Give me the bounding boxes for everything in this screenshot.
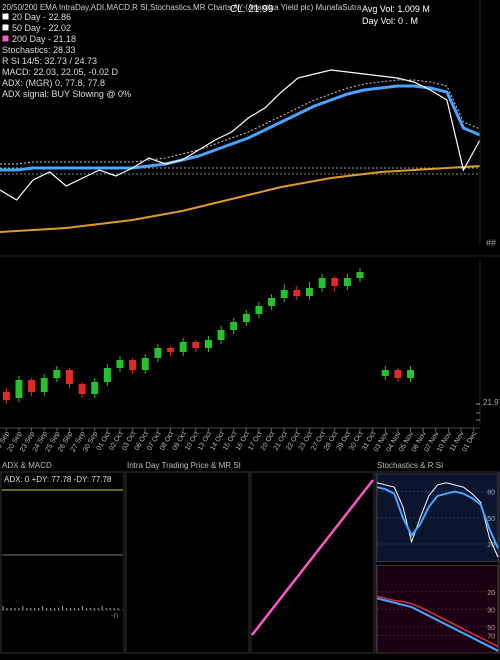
stock-chart: ## 20/50/200 EMA IntraDay,ADI,MACD,R SI,S…: [0, 0, 500, 660]
svg-text:Intra Day Trading Price & MR: Intra Day Trading Price & MR SI: [127, 461, 241, 470]
svg-text:MACD: 22.03, 22.05, -0.02 D: MACD: 22.03, 22.05, -0.02 D: [2, 67, 119, 77]
svg-text:20 Day - 22.86: 20 Day - 22.86: [12, 12, 71, 22]
svg-text:20/50/200 EMA IntraDay,ADI,MAC: 20/50/200 EMA IntraDay,ADI,MACD,R SI,Sto…: [2, 3, 362, 12]
svg-text:200 Day - 21.18: 200 Day - 21.18: [12, 34, 76, 44]
svg-text:##: ##: [486, 238, 496, 248]
svg-text:ADX signal:: ADX signal: BUY Slowing @ 0%: [2, 89, 131, 99]
svg-text:70: 70: [487, 634, 495, 641]
svg-text:R SI 14/5: 32.73 / 24.73: R SI 14/5: 32.73 / 24.73: [2, 56, 97, 66]
svg-text:-n: -n: [111, 611, 118, 620]
svg-text:Stochastics & R SI: Stochastics & R SI: [377, 461, 443, 470]
svg-text:Stochastics: 28.33: Stochastics: 28.33: [2, 45, 76, 55]
svg-text:Day Vol: 0 . M: Day Vol: 0 . M: [362, 16, 418, 26]
svg-text:80: 80: [487, 490, 495, 497]
svg-text:Avg Vol: 1.009 M: Avg Vol: 1.009 M: [362, 4, 430, 14]
svg-text:ADX: (MGR) 0, 7: ADX: (MGR) 0, 77.8, 77.8: [2, 78, 105, 88]
svg-text:50: 50: [487, 625, 495, 632]
svg-text:20: 20: [487, 590, 495, 597]
svg-text:30: 30: [487, 607, 495, 614]
svg-text:21.97: 21.97: [483, 398, 500, 407]
svg-text:50 Day - 22.02: 50 Day - 22.02: [12, 23, 71, 33]
svg-text:ADX: 0 +DY: 77.78 -DY: 77.78: ADX: 0 +DY: 77.78 -DY: 77.78: [4, 475, 112, 484]
svg-text:CL: 21.99: CL: 21.99: [230, 4, 274, 15]
svg-text:ADX & MACD: ADX & MACD: [2, 461, 52, 470]
svg-text:50: 50: [487, 516, 495, 523]
